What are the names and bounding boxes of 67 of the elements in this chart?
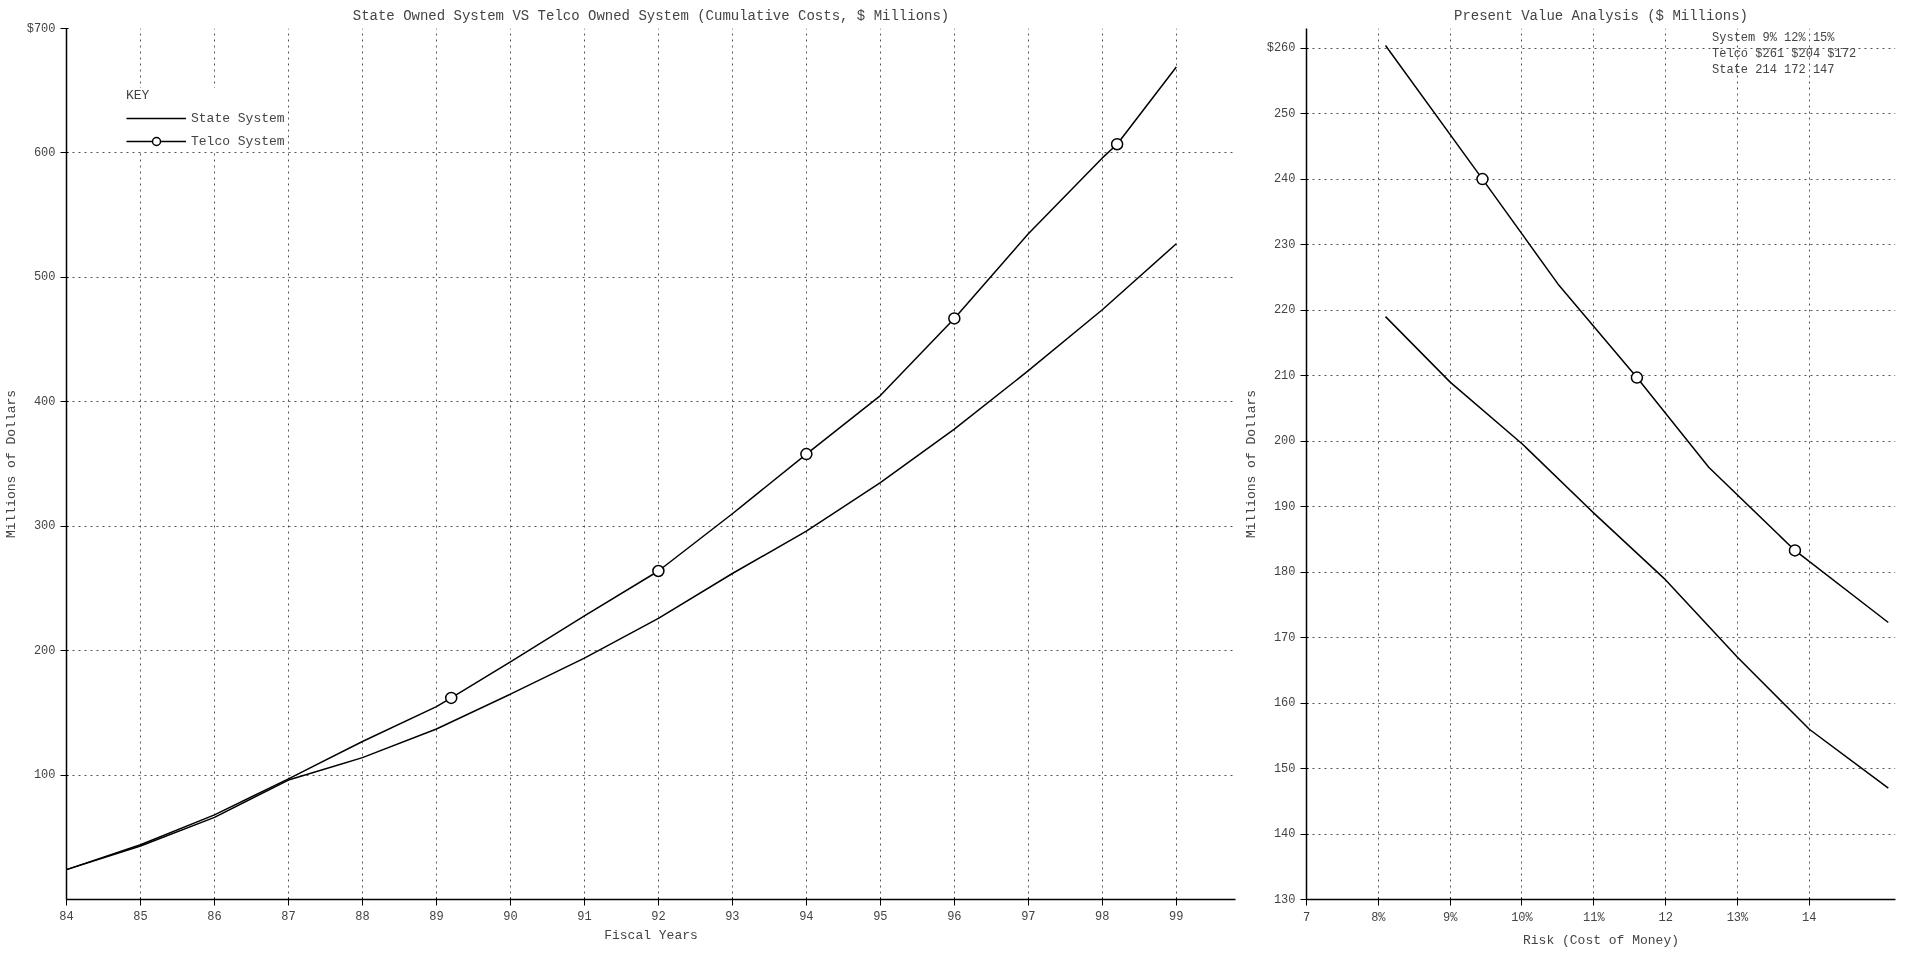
x-tick-label: 84 — [59, 909, 74, 924]
x-tick-label: 14 — [1802, 910, 1817, 925]
y-tick-label: 250 — [1273, 106, 1296, 121]
x-tick-label: 98 — [1095, 909, 1110, 924]
x-tick-label: 7 — [1302, 910, 1311, 925]
y-axis-title: Millions of Dollars — [1243, 389, 1259, 539]
y-tick-label: 230 — [1273, 237, 1296, 252]
annotation: System 9% 12% 15% — [1712, 30, 1836, 45]
x-tick-label: 87 — [281, 909, 296, 924]
y-tick-label: 300 — [33, 519, 56, 534]
y-tick-label: 500 — [33, 270, 56, 285]
x-tick-label: 13% — [1726, 910, 1750, 925]
x-tick-label: 8% — [1371, 910, 1387, 925]
x-axis-title: Risk (Cost of Money) — [1522, 932, 1680, 948]
y-tick-label: 600 — [33, 145, 56, 160]
y-tick-label: 400 — [33, 394, 56, 409]
y-tick-label: 240 — [1273, 172, 1296, 187]
y-tick-label: 140 — [1273, 827, 1296, 842]
x-tick-label: 10% — [1511, 910, 1534, 925]
y-tick-label: 190 — [1273, 499, 1296, 514]
legend-label: State System — [191, 110, 285, 126]
x-tick-label: 95 — [873, 909, 888, 924]
line-series — [1384, 44, 1890, 624]
point — [1476, 172, 1489, 186]
x-axis-title: Fiscal Years — [604, 927, 698, 943]
x-tick-label: 92 — [651, 909, 666, 924]
x-tick-label: 96 — [947, 909, 962, 924]
y-tick-label: 150 — [1273, 761, 1296, 776]
y-tick-label: 100 — [33, 768, 56, 783]
y-tick-label: 180 — [1273, 565, 1296, 580]
x-tick-label: 11% — [1583, 910, 1606, 925]
point — [652, 564, 665, 578]
chart-title: Present Value Analysis ($ Millions) — [1453, 7, 1749, 24]
annotation: State 214 172 147 — [1712, 62, 1835, 77]
x-tick-label: 94 — [799, 909, 814, 924]
y-tick-label: 200 — [1273, 434, 1296, 449]
x-tick-label: 90 — [503, 909, 518, 924]
x-tick-label: 97 — [1021, 909, 1036, 924]
y-tick-label: $260 — [1266, 41, 1296, 56]
line-series — [1384, 315, 1890, 789]
point — [948, 312, 961, 325]
y-tick-label: 170 — [1273, 630, 1296, 645]
point — [1630, 371, 1644, 384]
legend-title: KEY — [126, 88, 151, 103]
point — [444, 691, 458, 705]
x-tick-label: 91 — [577, 909, 592, 924]
x-tick-label: 93 — [725, 909, 740, 924]
point — [1788, 544, 1802, 557]
y-tick-label: 210 — [1273, 368, 1296, 383]
x-tick-label: 99 — [1169, 909, 1184, 924]
y-tick-label: 220 — [1273, 303, 1296, 318]
x-tick-label: 88 — [355, 909, 370, 924]
legend-label: Telco System — [191, 133, 285, 149]
annotation: Telco $261 $204 $172 — [1712, 46, 1857, 61]
x-tick-label: 9% — [1442, 910, 1459, 925]
chart-title: State Owned System VS Telco Owned System (Cumulative Costs, $ Millions) — [352, 7, 950, 24]
x-tick-label: 86 — [207, 909, 222, 924]
y-tick-label: 160 — [1273, 696, 1296, 711]
point — [800, 447, 813, 461]
x-tick-label: 89 — [429, 909, 444, 924]
point — [1110, 137, 1124, 151]
y-tick-label: 200 — [33, 643, 56, 658]
y-axis-title: Millions of Dollars — [3, 389, 19, 539]
x-tick-label: 85 — [133, 909, 148, 924]
x-tick-label: 12 — [1658, 910, 1673, 925]
y-tick-label: 130 — [1273, 892, 1296, 907]
y-tick-label: $700 — [26, 21, 56, 36]
